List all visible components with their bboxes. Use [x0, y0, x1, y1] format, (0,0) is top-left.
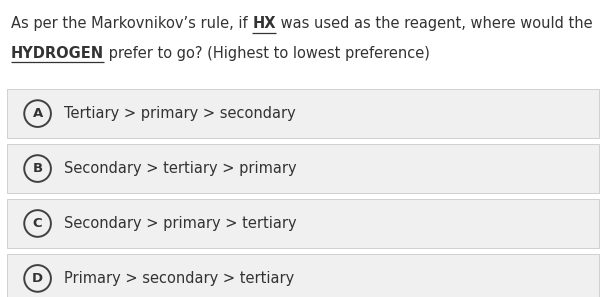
- Text: Tertiary > primary > secondary: Tertiary > primary > secondary: [64, 106, 295, 121]
- Text: HYDROGEN: HYDROGEN: [11, 46, 104, 61]
- FancyBboxPatch shape: [7, 89, 599, 138]
- Text: As per the Markovnikov’s rule, if: As per the Markovnikov’s rule, if: [11, 16, 252, 31]
- Text: Secondary > primary > tertiary: Secondary > primary > tertiary: [64, 216, 296, 231]
- Text: Secondary > tertiary > primary: Secondary > tertiary > primary: [64, 161, 296, 176]
- Text: HX: HX: [252, 16, 276, 31]
- Text: was used as the reagent, where would the: was used as the reagent, where would the: [276, 16, 592, 31]
- Text: Primary > secondary > tertiary: Primary > secondary > tertiary: [64, 271, 294, 286]
- FancyBboxPatch shape: [7, 199, 599, 248]
- Text: A: A: [33, 107, 42, 120]
- FancyBboxPatch shape: [7, 254, 599, 297]
- Text: B: B: [33, 162, 42, 175]
- Text: C: C: [33, 217, 42, 230]
- FancyBboxPatch shape: [7, 144, 599, 193]
- Text: prefer to go? (Highest to lowest preference): prefer to go? (Highest to lowest prefere…: [104, 46, 430, 61]
- Text: D: D: [32, 272, 43, 285]
